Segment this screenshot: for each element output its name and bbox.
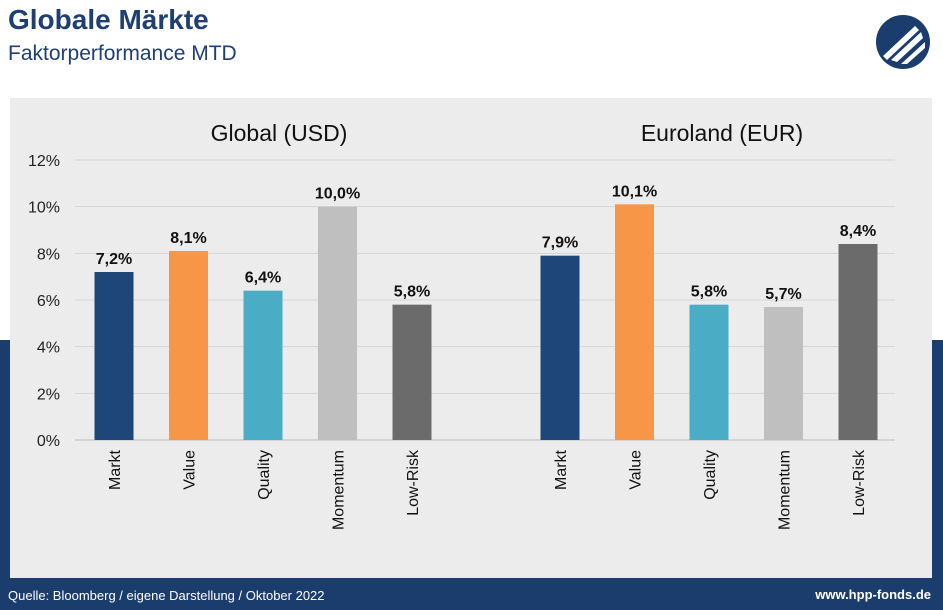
data-label: 6,4% [245, 270, 281, 287]
hpp-logo-icon [876, 15, 930, 69]
titles-layer: Global (USD) Euroland (EUR) [211, 120, 804, 146]
y-tick-label: 4% [37, 340, 60, 357]
data-label: 5,7% [765, 286, 801, 303]
data-label: 5,8% [394, 284, 430, 301]
data-label: 10,1% [612, 183, 657, 200]
data-label: 10,0% [315, 186, 360, 203]
x-tick-label: Quality [256, 450, 273, 500]
y-tick-label: 12% [28, 153, 60, 170]
labels-layer: 7,2% Markt 8,1% Value 6,4% Quality 10,0% Moment… [96, 183, 876, 530]
x-tick-label: Markt [107, 449, 124, 490]
chart-title: Euroland (EUR) [641, 120, 803, 146]
header: Globale Märkte Faktorperformance MTD [0, 0, 943, 98]
grid-layer [75, 159, 895, 441]
website-link[interactable]: www.hpp-fonds.de [815, 587, 931, 602]
y-tick-label: 6% [37, 293, 60, 310]
x-tick-label: Low-Risk [851, 449, 868, 516]
bar-value [615, 204, 654, 440]
bars-layer [94, 204, 878, 440]
x-tick-label: Value [628, 450, 645, 490]
data-label: 8,4% [840, 223, 876, 240]
x-tick-label: Quality [702, 450, 719, 500]
y-tick-label: 2% [37, 386, 60, 403]
data-label: 8,1% [170, 230, 206, 247]
bar-markt [540, 255, 580, 440]
y-tick-label: 10% [28, 200, 60, 217]
bar-low-risk [392, 304, 432, 440]
bar-momentum [318, 206, 357, 440]
x-tick-label: Low-Risk [405, 449, 422, 516]
y-tick-label: 8% [37, 246, 60, 263]
data-label: 7,9% [542, 235, 578, 252]
page-title: Globale Märkte [8, 4, 209, 35]
bar-markt [94, 272, 134, 440]
bar-momentum [764, 307, 803, 440]
x-tick-label: Momentum [331, 450, 348, 530]
data-label: 7,2% [96, 251, 132, 268]
page-subtitle: Faktorperformance MTD [8, 42, 237, 65]
x-tick-label: Momentum [777, 450, 794, 530]
bar-low-risk [838, 244, 878, 440]
bar-quality [689, 304, 729, 440]
source-note: Quelle: Bloomberg / eigene Darstellung /… [8, 588, 325, 603]
x-tick-label: Value [182, 450, 199, 490]
chart-title: Global (USD) [211, 120, 348, 146]
bar-value [169, 251, 208, 440]
data-label: 5,8% [691, 284, 727, 301]
y-tick-label: 0% [37, 433, 60, 450]
x-tick-label: Markt [553, 449, 570, 490]
y-axis: 0% 2% 4% 6% 8% 10% 12% [28, 153, 60, 450]
bar-quality [243, 290, 283, 440]
